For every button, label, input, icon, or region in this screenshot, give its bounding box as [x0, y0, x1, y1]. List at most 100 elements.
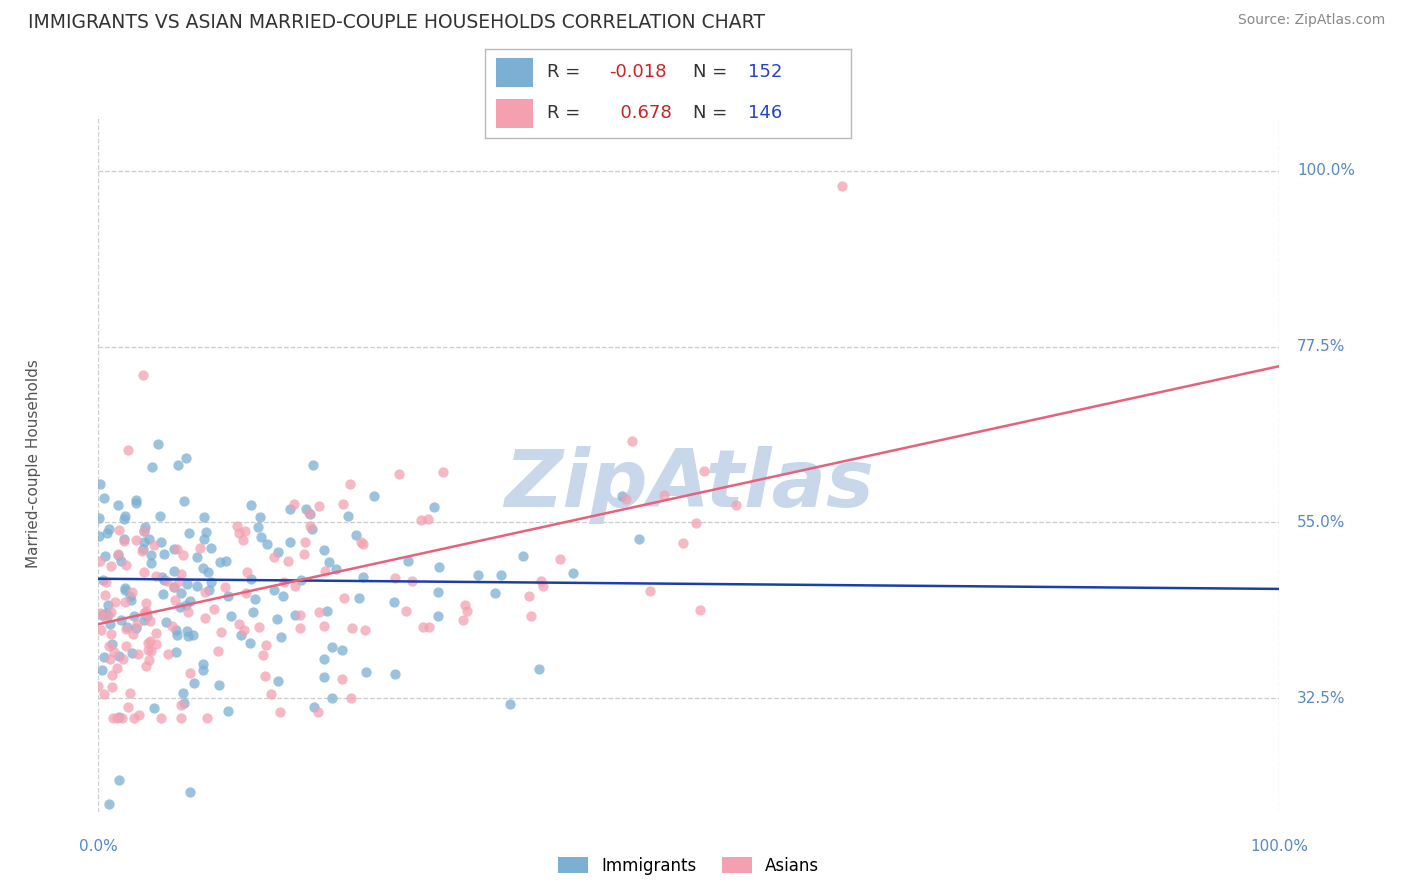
- Point: [166, 458, 188, 473]
- Point: [689, 603, 711, 617]
- Point: [128, 707, 150, 722]
- Point: [194, 610, 217, 624]
- Point: [530, 574, 553, 589]
- Point: [491, 567, 513, 582]
- Point: [93, 649, 115, 664]
- Text: N =: N =: [693, 104, 734, 122]
- Point: [98, 639, 121, 653]
- Point: [195, 711, 218, 725]
- Point: [200, 541, 222, 556]
- Point: [94, 549, 117, 563]
- Point: [150, 570, 173, 584]
- Point: [332, 643, 354, 657]
- Point: [132, 524, 155, 539]
- Point: [314, 619, 336, 633]
- Point: [353, 623, 375, 637]
- Point: [263, 582, 285, 597]
- Point: [253, 668, 276, 682]
- Point: [165, 624, 187, 638]
- Point: [174, 450, 197, 465]
- Point: [198, 582, 221, 597]
- Point: [100, 627, 122, 641]
- Point: [456, 604, 478, 618]
- Point: [218, 704, 240, 718]
- Point: [150, 534, 173, 549]
- Point: [93, 610, 115, 624]
- Point: [621, 434, 644, 449]
- Point: [228, 525, 250, 540]
- Text: N =: N =: [693, 63, 734, 81]
- Point: [134, 520, 156, 534]
- Point: [145, 569, 167, 583]
- Point: [135, 596, 157, 610]
- Point: [610, 488, 633, 502]
- Point: [388, 467, 411, 482]
- Point: [451, 613, 474, 627]
- Point: [153, 573, 176, 587]
- Point: [427, 609, 450, 624]
- Point: [195, 525, 218, 540]
- Point: [396, 554, 419, 568]
- Point: [143, 538, 166, 552]
- Point: [302, 458, 325, 472]
- Bar: [496, 58, 533, 87]
- Point: [90, 607, 112, 622]
- Point: [117, 442, 139, 457]
- Point: [277, 554, 299, 568]
- Point: [231, 533, 253, 547]
- Point: [155, 574, 177, 588]
- Point: [427, 560, 450, 574]
- Point: [186, 549, 208, 564]
- Point: [87, 679, 110, 693]
- Point: [127, 648, 149, 662]
- Point: [107, 499, 129, 513]
- Point: [685, 516, 707, 530]
- Point: [308, 605, 330, 619]
- Point: [395, 604, 418, 618]
- Point: [90, 623, 112, 637]
- Point: [173, 494, 195, 508]
- Point: [101, 667, 124, 681]
- Point: [239, 572, 262, 586]
- Point: [330, 673, 353, 687]
- Point: [153, 547, 176, 561]
- Point: [176, 605, 198, 619]
- Point: [177, 629, 200, 643]
- Point: [167, 574, 190, 588]
- Point: [170, 567, 193, 582]
- Legend: Immigrants, Asians: Immigrants, Asians: [550, 848, 828, 883]
- Point: [163, 592, 186, 607]
- Point: [339, 477, 361, 491]
- Point: [208, 555, 231, 569]
- Point: [239, 636, 262, 650]
- Point: [614, 491, 637, 506]
- Point: [412, 620, 434, 634]
- Point: [125, 617, 148, 632]
- Point: [120, 592, 142, 607]
- Point: [166, 542, 188, 557]
- Point: [254, 638, 277, 652]
- Point: [217, 589, 239, 603]
- Point: [96, 526, 118, 541]
- Point: [194, 584, 217, 599]
- Point: [93, 687, 115, 701]
- Point: [139, 614, 162, 628]
- Point: [352, 570, 374, 584]
- Point: [308, 499, 330, 513]
- Point: [163, 580, 186, 594]
- Point: [225, 519, 247, 533]
- Point: [183, 676, 205, 690]
- Point: [177, 525, 200, 540]
- Point: [249, 510, 271, 524]
- Point: [340, 621, 363, 635]
- Point: [101, 680, 124, 694]
- Point: [831, 179, 853, 194]
- Point: [432, 465, 454, 479]
- Text: ZipAtlas: ZipAtlas: [503, 446, 875, 524]
- Text: IMMIGRANTS VS ASIAN MARRIED-COUPLE HOUSEHOLDS CORRELATION CHART: IMMIGRANTS VS ASIAN MARRIED-COUPLE HOUSE…: [28, 13, 765, 32]
- Point: [314, 652, 336, 666]
- Point: [409, 513, 432, 527]
- Point: [290, 607, 312, 622]
- Point: [384, 667, 406, 681]
- Point: [115, 558, 138, 573]
